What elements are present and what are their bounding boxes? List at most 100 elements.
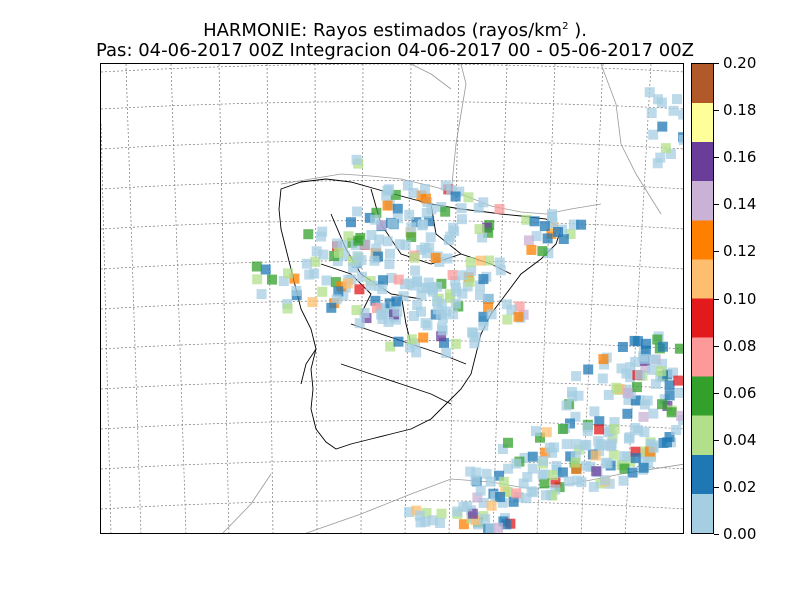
- lightning-cell: [644, 87, 655, 98]
- lightning-cell: [392, 213, 403, 224]
- lightning-cell: [411, 217, 422, 228]
- colorbar-tick-label: 0.18: [723, 101, 757, 120]
- colorbar-tick: [714, 204, 719, 206]
- lightning-cell: [372, 303, 382, 314]
- lightning-cell: [668, 367, 678, 378]
- lightning-cell: [547, 447, 558, 458]
- lightning-cell: [541, 490, 551, 501]
- lightning-cell: [423, 277, 434, 288]
- lightning-cell: [466, 265, 477, 276]
- lightning-cell: [414, 510, 425, 521]
- lightning-cell: [439, 337, 449, 348]
- lightning-cell: [606, 441, 617, 452]
- lightning-cell: [570, 457, 581, 468]
- lightning-cell: [527, 451, 538, 462]
- colorbar-tick: [714, 251, 719, 253]
- lightning-cell: [440, 206, 451, 217]
- lightning-cell: [652, 158, 663, 169]
- lightning-cell: [477, 232, 488, 243]
- lightning-cell: [321, 275, 332, 286]
- lightning-cell: [465, 257, 476, 267]
- lightning-cell: [498, 476, 509, 487]
- lightning-cell: [377, 284, 388, 295]
- lightning-cell: [468, 328, 479, 339]
- lightning-cell: [484, 293, 494, 304]
- lightning-cell: [529, 216, 540, 227]
- lightning-cell: [561, 439, 572, 450]
- lightning-cell: [309, 268, 320, 279]
- colorbar-tick: [714, 63, 719, 64]
- lightning-cell: [625, 456, 636, 467]
- lightning-cell: [318, 249, 329, 260]
- lightning-cell: [445, 293, 456, 303]
- lightning-cell: [452, 506, 463, 517]
- lightning-cell: [450, 298, 461, 309]
- lightning-cell: [393, 274, 404, 285]
- portugal-border: [300, 348, 317, 385]
- lightning-cell: [458, 519, 469, 530]
- parallel: [101, 340, 683, 350]
- lightning-cell: [410, 265, 421, 276]
- lightning-cell: [618, 475, 629, 486]
- lightning-cell: [678, 109, 683, 120]
- meridian: [448, 64, 460, 533]
- lightning-cell: [602, 458, 613, 469]
- lightning-cell: [648, 129, 659, 140]
- lightning-cell: [486, 309, 497, 320]
- lightning-cell: [616, 363, 627, 374]
- lightning-cell: [664, 432, 675, 442]
- lightning-cell: [385, 341, 396, 352]
- lightning-cell: [432, 304, 443, 315]
- lightning-cell: [409, 280, 420, 291]
- lightning-cell: [316, 231, 327, 242]
- lightning-cell: [652, 334, 663, 345]
- lightning-cell: [521, 214, 532, 225]
- lightning-cell: [585, 461, 596, 472]
- lightning-cell: [514, 301, 525, 312]
- lightning-cell: [511, 458, 522, 469]
- lightning-cell: [531, 231, 542, 242]
- lightning-cell: [646, 452, 656, 463]
- lightning-cell: [619, 463, 630, 474]
- lightning-cell: [660, 143, 671, 154]
- lightning-cell: [622, 387, 633, 398]
- colorbar-tick-label: 0.04: [723, 430, 757, 449]
- lightning-cell: [419, 242, 430, 253]
- lightning-cell: [550, 477, 561, 488]
- lightning-cell: [317, 286, 328, 297]
- lightning-cell: [404, 507, 415, 518]
- lightning-cell: [640, 362, 651, 373]
- lightning-cell: [570, 450, 581, 461]
- lightning-cell: [447, 270, 458, 280]
- lightning-cell: [385, 248, 395, 259]
- lightning-cell: [354, 284, 365, 295]
- lightning-cell: [671, 425, 682, 435]
- lightning-cell: [501, 299, 512, 310]
- lightning-cell: [521, 493, 532, 504]
- lightning-cell: [483, 302, 494, 313]
- lightning-cell: [449, 226, 460, 237]
- lightning-cell: [518, 478, 529, 489]
- lightning-cell: [416, 306, 426, 317]
- lightning-cell: [486, 500, 497, 511]
- colorbar-tick: [714, 298, 719, 300]
- lightning-cell: [478, 274, 489, 285]
- parallel: [101, 500, 683, 510]
- lightning-cell: [436, 508, 447, 519]
- lightning-cell: [547, 212, 558, 222]
- lightning-cell: [421, 508, 432, 518]
- lightning-cell: [420, 184, 430, 195]
- lightning-cell: [528, 487, 539, 498]
- lightning-cell: [425, 232, 436, 243]
- colorbar-tick: [714, 345, 719, 347]
- lightning-cell: [456, 270, 467, 281]
- lightning-cell: [424, 216, 435, 227]
- lightning-cell: [522, 472, 533, 482]
- lightning-cell: [573, 444, 584, 455]
- lightning-cell: [658, 341, 668, 352]
- lightning-cell: [501, 519, 512, 530]
- lightning-cell: [480, 514, 491, 525]
- lightning-cell: [475, 290, 485, 300]
- lightning-cell: [478, 311, 489, 322]
- parallel: [101, 420, 683, 430]
